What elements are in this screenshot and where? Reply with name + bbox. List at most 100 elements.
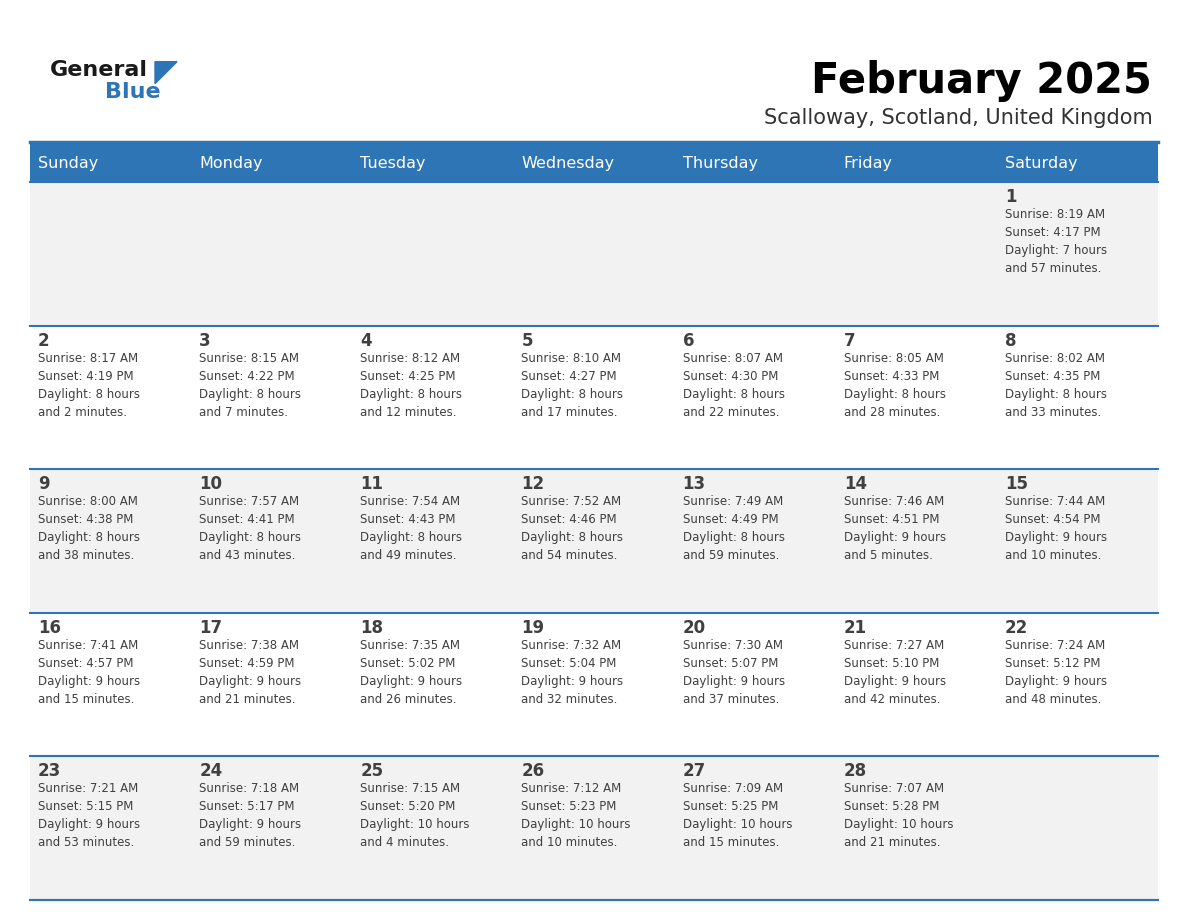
Text: 12: 12 bbox=[522, 476, 544, 493]
Text: Sunset: 5:23 PM: Sunset: 5:23 PM bbox=[522, 800, 617, 813]
Bar bbox=[997, 326, 1158, 469]
Bar bbox=[513, 144, 675, 183]
Text: Sunset: 4:41 PM: Sunset: 4:41 PM bbox=[200, 513, 295, 526]
Bar bbox=[30, 469, 191, 613]
Bar bbox=[835, 613, 997, 756]
Text: Daylight: 9 hours: Daylight: 9 hours bbox=[843, 532, 946, 544]
Text: 23: 23 bbox=[38, 763, 62, 780]
Text: 18: 18 bbox=[360, 619, 384, 637]
Text: Daylight: 8 hours: Daylight: 8 hours bbox=[360, 387, 462, 401]
Text: Daylight: 8 hours: Daylight: 8 hours bbox=[38, 387, 140, 401]
Text: and 37 minutes.: and 37 minutes. bbox=[683, 693, 779, 706]
Text: 25: 25 bbox=[360, 763, 384, 780]
Text: Daylight: 9 hours: Daylight: 9 hours bbox=[38, 675, 140, 688]
Text: 19: 19 bbox=[522, 619, 544, 637]
Text: Daylight: 9 hours: Daylight: 9 hours bbox=[38, 819, 140, 832]
Text: Sunrise: 8:19 AM: Sunrise: 8:19 AM bbox=[1005, 208, 1105, 221]
Text: 2: 2 bbox=[38, 331, 50, 350]
Text: Sunrise: 7:49 AM: Sunrise: 7:49 AM bbox=[683, 496, 783, 509]
Text: and 38 minutes.: and 38 minutes. bbox=[38, 549, 134, 563]
Text: Sunrise: 7:41 AM: Sunrise: 7:41 AM bbox=[38, 639, 138, 652]
Bar bbox=[191, 326, 353, 469]
Text: and 59 minutes.: and 59 minutes. bbox=[683, 549, 779, 563]
Text: 24: 24 bbox=[200, 763, 222, 780]
Bar bbox=[835, 326, 997, 469]
Bar bbox=[191, 144, 353, 183]
Text: Daylight: 8 hours: Daylight: 8 hours bbox=[200, 387, 301, 401]
Bar bbox=[353, 183, 513, 326]
Bar bbox=[353, 326, 513, 469]
Text: 8: 8 bbox=[1005, 331, 1017, 350]
Bar bbox=[675, 469, 835, 613]
Bar bbox=[30, 756, 191, 900]
Bar bbox=[675, 326, 835, 469]
Text: Sunset: 4:27 PM: Sunset: 4:27 PM bbox=[522, 370, 617, 383]
Text: Daylight: 8 hours: Daylight: 8 hours bbox=[683, 387, 784, 401]
Text: Daylight: 9 hours: Daylight: 9 hours bbox=[1005, 675, 1107, 688]
Text: Daylight: 8 hours: Daylight: 8 hours bbox=[200, 532, 301, 544]
Text: Sunset: 4:30 PM: Sunset: 4:30 PM bbox=[683, 370, 778, 383]
Text: and 54 minutes.: and 54 minutes. bbox=[522, 549, 618, 563]
Bar bbox=[191, 469, 353, 613]
Text: and 21 minutes.: and 21 minutes. bbox=[200, 693, 296, 706]
Text: Sunrise: 8:07 AM: Sunrise: 8:07 AM bbox=[683, 352, 783, 364]
Text: Sunset: 4:33 PM: Sunset: 4:33 PM bbox=[843, 370, 939, 383]
Text: and 28 minutes.: and 28 minutes. bbox=[843, 406, 940, 419]
Bar bbox=[30, 326, 191, 469]
Text: Sunrise: 7:54 AM: Sunrise: 7:54 AM bbox=[360, 496, 461, 509]
Bar bbox=[997, 613, 1158, 756]
Text: and 57 minutes.: and 57 minutes. bbox=[1005, 263, 1101, 275]
Bar bbox=[30, 183, 191, 326]
Text: Sunrise: 7:44 AM: Sunrise: 7:44 AM bbox=[1005, 496, 1105, 509]
Text: Tuesday: Tuesday bbox=[360, 156, 425, 171]
Text: Sunrise: 7:09 AM: Sunrise: 7:09 AM bbox=[683, 782, 783, 796]
Text: Sunset: 5:07 PM: Sunset: 5:07 PM bbox=[683, 657, 778, 670]
Text: and 12 minutes.: and 12 minutes. bbox=[360, 406, 456, 419]
Text: Sunset: 4:35 PM: Sunset: 4:35 PM bbox=[1005, 370, 1100, 383]
Text: 14: 14 bbox=[843, 476, 867, 493]
Text: Sunset: 4:49 PM: Sunset: 4:49 PM bbox=[683, 513, 778, 526]
Bar bbox=[513, 326, 675, 469]
Text: 15: 15 bbox=[1005, 476, 1028, 493]
Bar bbox=[513, 469, 675, 613]
Bar bbox=[30, 613, 191, 756]
Text: Sunset: 4:22 PM: Sunset: 4:22 PM bbox=[200, 370, 295, 383]
Text: Daylight: 7 hours: Daylight: 7 hours bbox=[1005, 244, 1107, 257]
Text: 27: 27 bbox=[683, 763, 706, 780]
Text: 5: 5 bbox=[522, 331, 533, 350]
Bar bbox=[997, 469, 1158, 613]
Text: and 7 minutes.: and 7 minutes. bbox=[200, 406, 289, 419]
Text: Sunset: 5:15 PM: Sunset: 5:15 PM bbox=[38, 800, 133, 813]
Text: Sunrise: 7:21 AM: Sunrise: 7:21 AM bbox=[38, 782, 138, 796]
Text: Sunday: Sunday bbox=[38, 156, 99, 171]
Text: 20: 20 bbox=[683, 619, 706, 637]
Text: and 32 minutes.: and 32 minutes. bbox=[522, 693, 618, 706]
Text: Sunset: 4:25 PM: Sunset: 4:25 PM bbox=[360, 370, 456, 383]
Text: Daylight: 9 hours: Daylight: 9 hours bbox=[200, 819, 302, 832]
Text: 1: 1 bbox=[1005, 188, 1017, 207]
Text: and 59 minutes.: and 59 minutes. bbox=[200, 836, 296, 849]
Text: and 43 minutes.: and 43 minutes. bbox=[200, 549, 296, 563]
Text: and 2 minutes.: and 2 minutes. bbox=[38, 406, 127, 419]
Text: General: General bbox=[50, 60, 148, 80]
Text: Daylight: 8 hours: Daylight: 8 hours bbox=[1005, 387, 1107, 401]
Bar bbox=[513, 613, 675, 756]
Text: 6: 6 bbox=[683, 331, 694, 350]
Text: Sunset: 4:19 PM: Sunset: 4:19 PM bbox=[38, 370, 133, 383]
Text: Sunrise: 8:02 AM: Sunrise: 8:02 AM bbox=[1005, 352, 1105, 364]
Text: Daylight: 8 hours: Daylight: 8 hours bbox=[522, 387, 624, 401]
Text: Sunrise: 8:00 AM: Sunrise: 8:00 AM bbox=[38, 496, 138, 509]
Text: Sunset: 4:46 PM: Sunset: 4:46 PM bbox=[522, 513, 617, 526]
Text: Daylight: 8 hours: Daylight: 8 hours bbox=[522, 532, 624, 544]
Text: Sunrise: 8:15 AM: Sunrise: 8:15 AM bbox=[200, 352, 299, 364]
Text: 3: 3 bbox=[200, 331, 210, 350]
Text: Sunrise: 7:38 AM: Sunrise: 7:38 AM bbox=[200, 639, 299, 652]
Text: 21: 21 bbox=[843, 619, 867, 637]
Text: and 33 minutes.: and 33 minutes. bbox=[1005, 406, 1101, 419]
Text: Daylight: 8 hours: Daylight: 8 hours bbox=[38, 532, 140, 544]
Text: Daylight: 10 hours: Daylight: 10 hours bbox=[522, 819, 631, 832]
Text: 10: 10 bbox=[200, 476, 222, 493]
Text: and 49 minutes.: and 49 minutes. bbox=[360, 549, 456, 563]
Text: Scalloway, Scotland, United Kingdom: Scalloway, Scotland, United Kingdom bbox=[764, 108, 1152, 129]
Text: Daylight: 8 hours: Daylight: 8 hours bbox=[360, 532, 462, 544]
